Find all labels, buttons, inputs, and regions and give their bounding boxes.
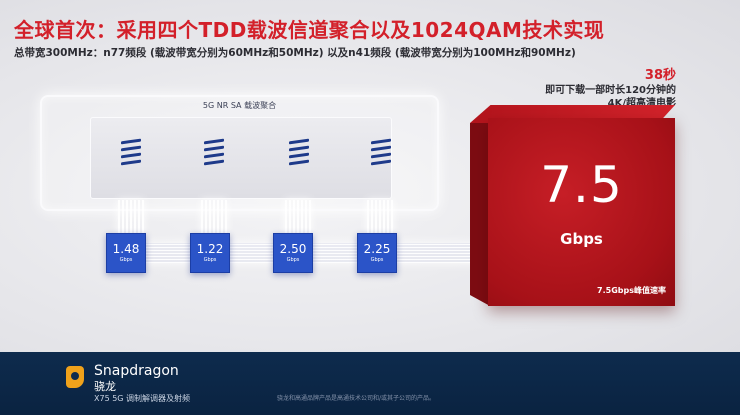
carrier-stack-icon bbox=[289, 138, 309, 168]
carrier-chip: 2.25 Gbps bbox=[357, 233, 397, 273]
carrier-unit: Gbps bbox=[119, 257, 133, 263]
carrier-speed: 1.48 bbox=[112, 242, 140, 256]
brand-name: Snapdragon bbox=[94, 363, 179, 379]
carrier-stack-icon bbox=[121, 138, 141, 168]
carrier-unit: Gbps bbox=[286, 257, 300, 263]
carrier-chip: 2.50 Gbps bbox=[273, 233, 313, 273]
slide-subtitle: 总带宽300MHz：n77频段 (载波带宽分别为60MHz和50MHz) 以及n… bbox=[14, 47, 576, 59]
download-note-line2: 4K/超高清电影 bbox=[607, 98, 676, 109]
carrier-stack-icon bbox=[371, 138, 391, 168]
footer-bar: Snapdragon 骁龙 X75 5G 调制解调器及射频 骁龙和高通品牌产品是… bbox=[0, 352, 740, 415]
product-name: X75 5G 调制解调器及射频 bbox=[94, 394, 191, 403]
signal-beam bbox=[118, 200, 144, 236]
carrier-speed: 2.50 bbox=[279, 242, 307, 256]
signal-beam bbox=[285, 200, 311, 236]
peak-speed-unit: Gbps bbox=[560, 230, 603, 248]
carrier-speed: 2.25 bbox=[363, 242, 391, 256]
peak-speed-caption: 7.5Gbps峰值速率 bbox=[597, 286, 666, 295]
slide-title: 全球首次：采用四个TDD载波信道聚合以及1024QAM技术实现 bbox=[14, 18, 605, 42]
signal-beam bbox=[367, 200, 393, 236]
carrier-unit: Gbps bbox=[370, 257, 384, 263]
peak-speed-value: 7.5 bbox=[540, 156, 623, 214]
panel-label: 5G NR SA 载波聚合 bbox=[202, 101, 277, 110]
download-note-line1: 即可下载一部时长120分钟的 bbox=[545, 85, 676, 96]
carrier-stack-icon bbox=[204, 138, 224, 168]
legal-notice: 骁龙和高通品牌产品是高通技术公司和/或其子公司的产品。 bbox=[277, 395, 436, 402]
brand-name-cn: 骁龙 bbox=[94, 380, 116, 393]
carrier-speed: 1.22 bbox=[196, 242, 224, 256]
peak-speed-cube: 7.5 Gbps 7.5Gbps峰值速率 bbox=[488, 118, 675, 306]
carrier-unit: Gbps bbox=[203, 257, 217, 263]
carrier-panel-inner bbox=[90, 117, 392, 199]
cube-side-face bbox=[470, 123, 490, 306]
carrier-aggregation-panel: 5G NR SA 载波聚合 bbox=[40, 95, 439, 211]
carrier-chip: 1.48 Gbps bbox=[106, 233, 146, 273]
slide: 全球首次：采用四个TDD载波信道聚合以及1024QAM技术实现 总带宽300MH… bbox=[0, 0, 740, 352]
download-time: 38秒 bbox=[644, 68, 676, 83]
carrier-chip: 1.22 Gbps bbox=[190, 233, 230, 273]
snapdragon-logo-icon bbox=[66, 366, 84, 388]
signal-beam bbox=[201, 200, 227, 236]
